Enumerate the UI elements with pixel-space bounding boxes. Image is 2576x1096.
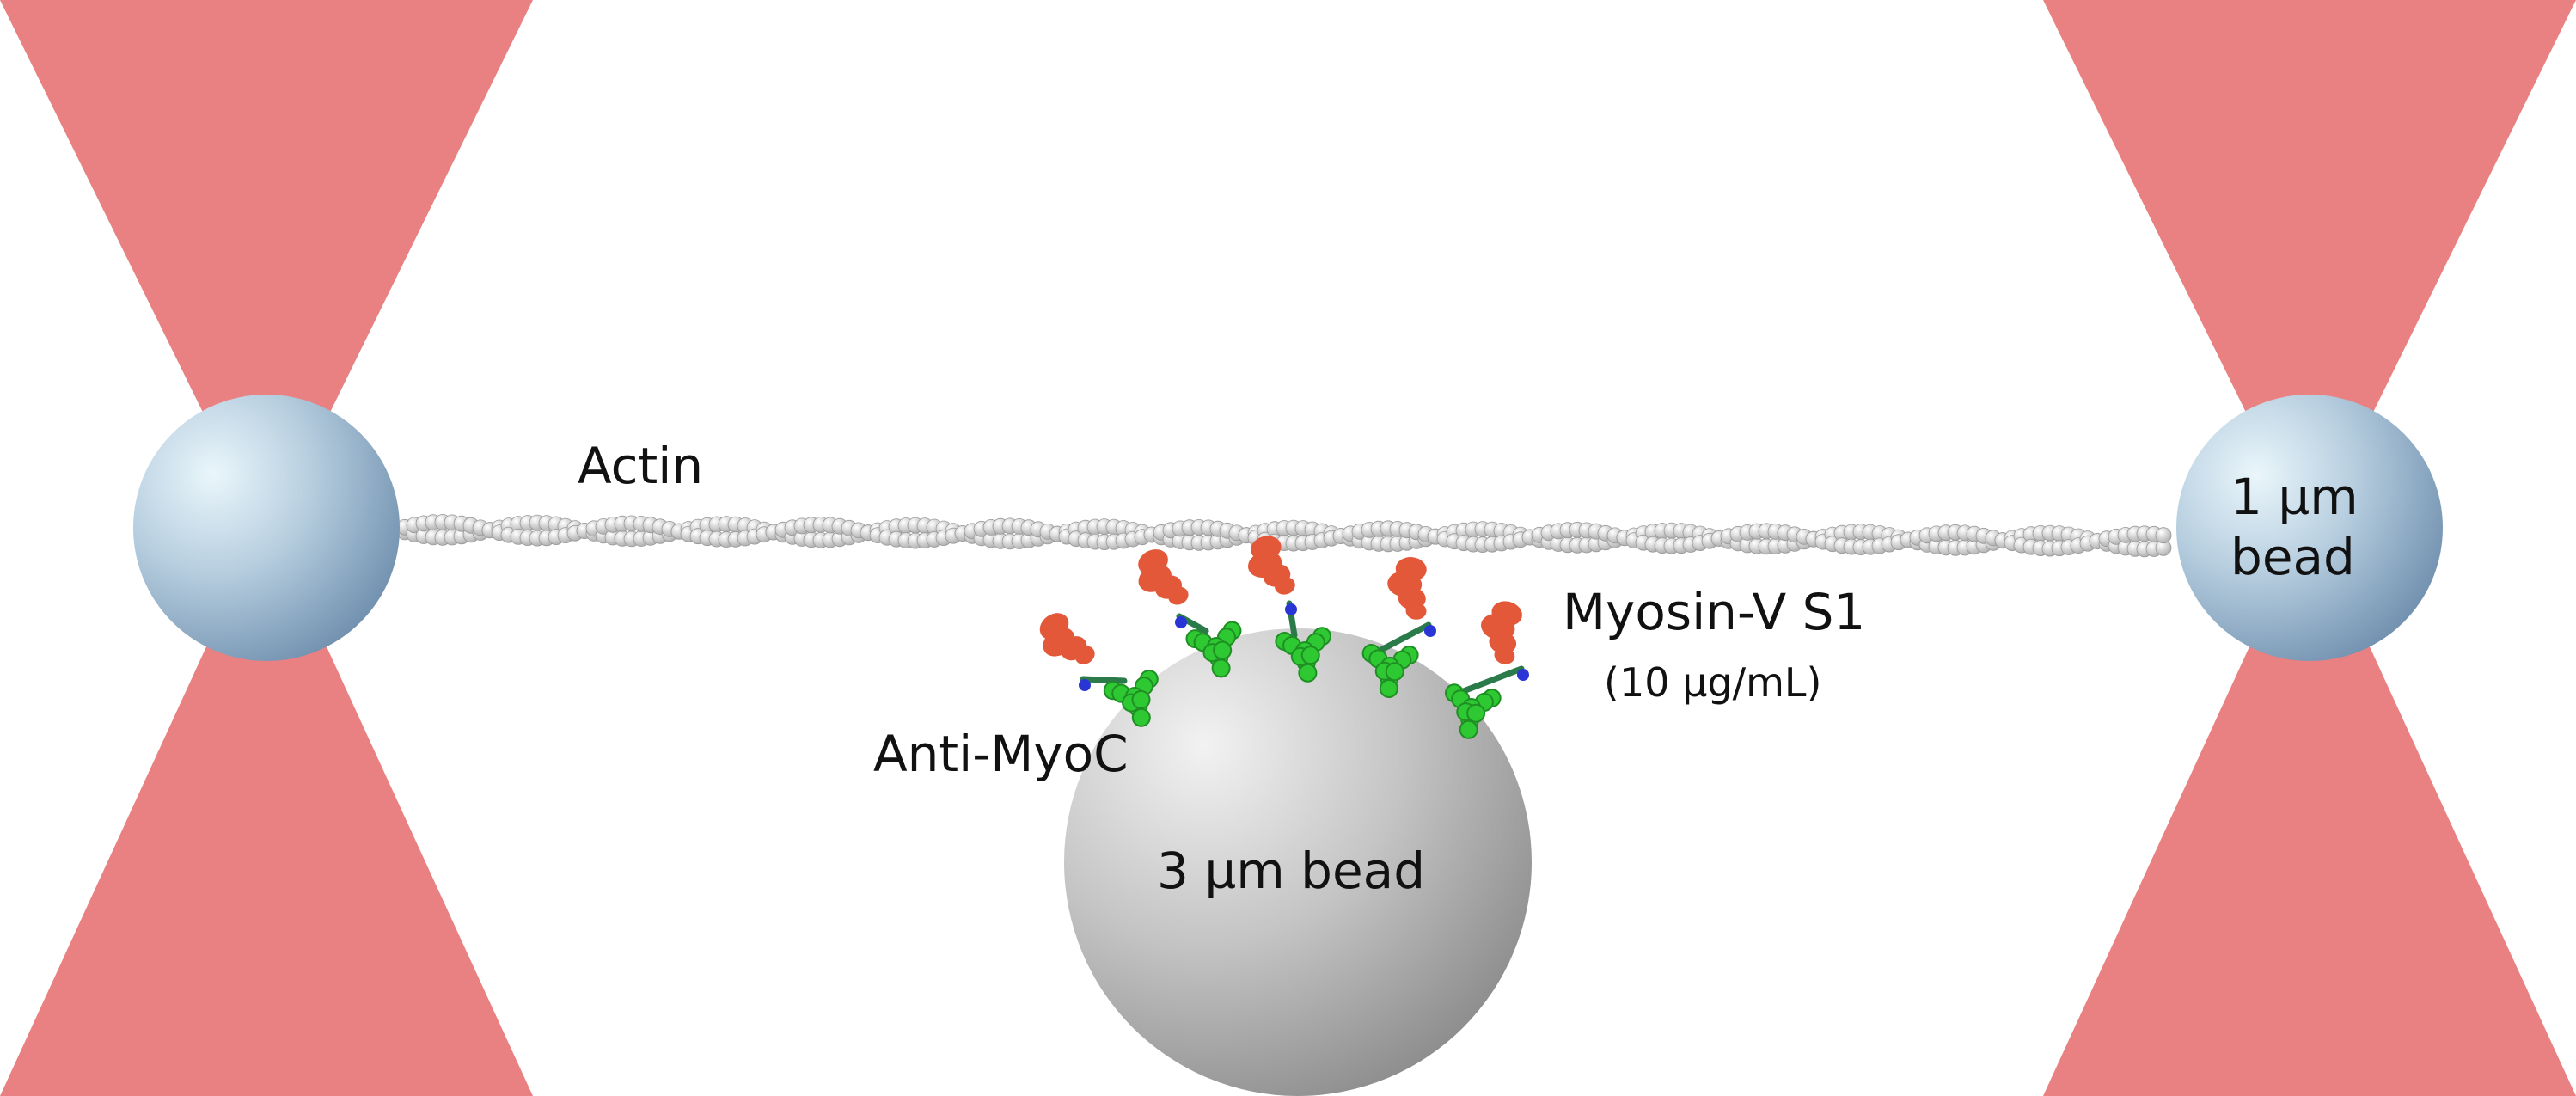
antibody [1361, 644, 1419, 698]
myosin-head [1039, 613, 1095, 664]
antibody [1185, 621, 1242, 678]
myosin-antibody-complexes [1039, 536, 1529, 739]
myosin-antibody-pair [1445, 601, 1529, 739]
right-trap-bead [2176, 395, 2443, 661]
linker-tag [1517, 669, 1529, 681]
myosin-head [1247, 536, 1295, 595]
myosin-label: Myosin-V S1 [1563, 583, 1865, 641]
myosin-antibody-pair [1138, 549, 1242, 678]
left-optical-trap [0, 0, 533, 1096]
concentration-label: (10 µg/mL) [1604, 659, 1821, 706]
antibody [1275, 627, 1331, 683]
actin-label: Actin [578, 437, 703, 495]
linker-tag [1175, 616, 1187, 628]
myosin-antibody-pair [1247, 536, 1331, 683]
lever-arm [1080, 676, 1128, 684]
myosin-antibody-pair [1361, 557, 1436, 698]
small-bead-label-line1: 1 µm [2230, 468, 2359, 526]
antibody [1445, 683, 1502, 739]
large-bead-label: 3 µm bead [1157, 842, 1425, 900]
large-bead [1064, 628, 1532, 1096]
myosin-head [1387, 557, 1427, 620]
left-laser-cone-top [0, 0, 533, 542]
small-bead-label-line2: bead [2230, 528, 2355, 586]
left-trap-bead [133, 395, 400, 661]
antibody-label: Anti-MyoC [873, 725, 1129, 783]
linker-tag [1285, 603, 1297, 615]
right-laser-cone-top [2043, 0, 2576, 542]
right-laser-cone-bottom [2043, 516, 2576, 1096]
linker-tag [1079, 679, 1091, 691]
myosin-head [1481, 601, 1522, 664]
lever-arm [1458, 665, 1525, 695]
antibody [1103, 670, 1159, 727]
actin-subunit [2155, 527, 2172, 544]
lever-arm [1376, 621, 1432, 654]
actin-filament [387, 514, 2172, 558]
left-laser-cone-bottom [0, 516, 533, 1096]
right-optical-trap [2043, 0, 2576, 1096]
linker-tag [1424, 625, 1436, 637]
myosin-antibody-pair [1039, 613, 1159, 727]
myosin-head [1138, 549, 1189, 605]
